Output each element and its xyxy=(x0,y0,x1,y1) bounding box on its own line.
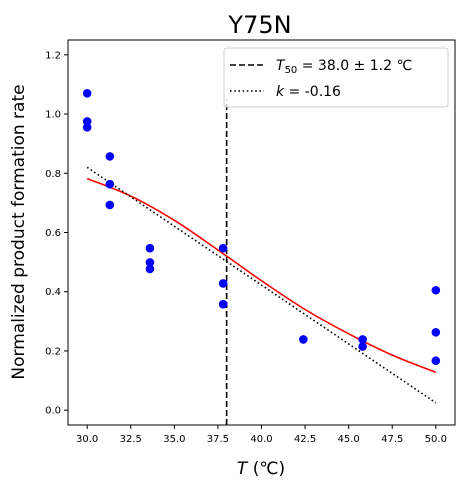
x-axis-label: T (℃) xyxy=(237,459,285,479)
data-point xyxy=(299,335,308,344)
data-point xyxy=(145,264,155,274)
data-point xyxy=(145,258,155,267)
data-point xyxy=(431,328,441,337)
y-tick-label: 1.0 xyxy=(45,110,61,121)
data-point xyxy=(218,299,228,309)
x-tick-label: 42.5 xyxy=(294,434,316,445)
x-axis-label-unit: (℃) xyxy=(247,459,285,479)
x-axis: 30.0 32.5 35.0 37.5 40.0 42.5 45.0 47.5 50.0 xyxy=(76,425,447,445)
x-tick-label: 37.5 xyxy=(207,434,229,445)
y-axis: 0.0 0.2 0.4 0.6 0.8 1.0 1.2 xyxy=(45,50,68,417)
data-point xyxy=(358,335,367,344)
fit-curve-line xyxy=(86,177,437,374)
legend-entry-t50: T50 = 38.0 ± 1.2 ℃ xyxy=(276,58,412,76)
y-tick-label: 0.0 xyxy=(45,406,61,417)
legend-box xyxy=(223,47,449,108)
data-point xyxy=(218,243,228,253)
data-point xyxy=(431,285,441,295)
data-point xyxy=(105,152,115,161)
data-point xyxy=(145,243,155,253)
data-point xyxy=(105,179,115,189)
x-tick-label: 45.0 xyxy=(338,434,360,445)
x-tick-label: 35.0 xyxy=(163,434,185,445)
x-tick-label: 40.0 xyxy=(250,434,272,445)
y-tick-label: 0.2 xyxy=(45,346,61,357)
data-point xyxy=(105,200,115,210)
y-tick-label: 0.8 xyxy=(45,169,61,180)
slope-dotted-line xyxy=(86,166,437,404)
data-point xyxy=(82,117,92,126)
y-tick-label: 0.4 xyxy=(45,287,61,298)
x-tick-label: 30.0 xyxy=(76,434,98,445)
data-point xyxy=(82,89,92,98)
x-tick-label: 47.5 xyxy=(381,434,403,445)
data-point xyxy=(358,342,367,351)
legend-entry-k: k = -0.16 xyxy=(276,84,341,100)
x-tick-label: 50.0 xyxy=(425,434,447,445)
data-point xyxy=(82,123,92,132)
x-axis-label-symbol: T xyxy=(237,459,249,479)
chart-title: Y75N xyxy=(227,11,291,39)
y-axis-label: Normalized product formation rate xyxy=(9,84,29,379)
y-tick-label: 0.6 xyxy=(45,228,61,239)
data-point xyxy=(431,356,441,366)
y-tick-label: 1.2 xyxy=(45,50,61,61)
legend: T50 = 38.0 ± 1.2 ℃ k = -0.16 xyxy=(223,47,449,108)
x-tick-label: 32.5 xyxy=(120,434,142,445)
data-point xyxy=(218,279,228,288)
